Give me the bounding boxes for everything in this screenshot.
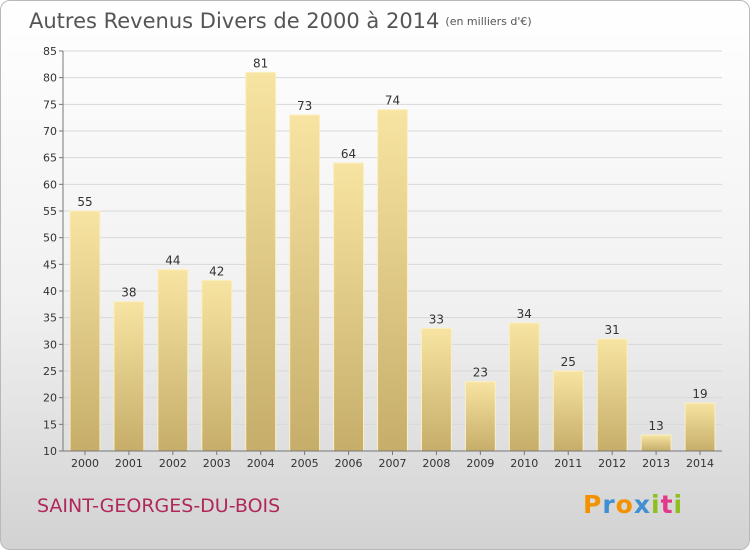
chart-title: Autres Revenus Divers de 2000 à 2014 (en …: [29, 9, 532, 33]
data-label-2012: 31: [605, 323, 620, 337]
y-tick-label: 65: [43, 152, 57, 165]
data-label-2001: 38: [121, 286, 136, 300]
bar-2001: [113, 301, 145, 452]
x-tick-label-2013: 2013: [642, 457, 670, 470]
y-tick-label: 55: [43, 205, 57, 218]
y-tick-label: 20: [43, 392, 57, 405]
x-tick-label-2007: 2007: [379, 457, 407, 470]
brand-letter: x: [633, 490, 651, 519]
brand-letter: i: [651, 490, 661, 519]
data-label-2000: 55: [77, 195, 92, 209]
y-tick-label: 45: [43, 258, 57, 271]
x-tick-label-2004: 2004: [247, 457, 275, 470]
labels: 10 15 20 25 30 35 40 45 50 55 60 65 70 75 80 85 55 2000 38…: [43, 45, 714, 470]
brand-letter: P: [583, 490, 603, 519]
data-label-2005: 73: [297, 99, 312, 113]
data-label-2003: 42: [209, 264, 224, 278]
bar-2010: [508, 322, 540, 452]
x-tick-label-2014: 2014: [686, 457, 714, 470]
x-tick-label-2011: 2011: [554, 457, 582, 470]
bar-2013: [640, 434, 672, 452]
data-label-2004: 81: [253, 56, 268, 70]
bar-2004: [245, 71, 277, 452]
data-label-2002: 44: [165, 254, 180, 268]
x-tick-label-2012: 2012: [598, 457, 626, 470]
data-label-2014: 19: [692, 387, 707, 401]
y-tick-label: 70: [43, 125, 57, 138]
bar-2006: [333, 162, 365, 452]
bar-2007: [377, 109, 408, 452]
y-tick-label: 75: [43, 98, 57, 111]
x-tick-label-2002: 2002: [159, 457, 187, 470]
data-label-2013: 13: [648, 419, 663, 433]
bar-2011: [552, 370, 584, 452]
y-tick-label: 15: [43, 418, 57, 431]
data-label-2006: 64: [341, 147, 356, 161]
bar-2005: [289, 114, 321, 452]
data-label-2011: 25: [561, 355, 576, 369]
y-tick-label: 60: [43, 178, 57, 191]
x-tick-label-2010: 2010: [510, 457, 538, 470]
y-tick-label: 30: [43, 338, 57, 351]
bar-2002: [157, 269, 189, 452]
y-tick-label: 85: [43, 45, 57, 58]
data-label-2010: 34: [517, 307, 532, 321]
data-label-2009: 23: [473, 366, 488, 380]
location-name: SAINT-GEORGES-DU-BOIS: [37, 495, 281, 517]
brand-letter: r: [602, 490, 616, 519]
bar-2008: [420, 327, 452, 452]
brand-letter: o: [615, 490, 634, 519]
x-tick-label-2003: 2003: [203, 457, 231, 470]
brand-logo: Proxiti: [583, 490, 683, 519]
bar-2003: [201, 279, 233, 452]
axes: [59, 50, 722, 455]
data-label-2008: 33: [429, 312, 444, 326]
x-tick-label-2001: 2001: [115, 457, 143, 470]
x-tick-label-2009: 2009: [466, 457, 494, 470]
x-tick-label-2005: 2005: [291, 457, 319, 470]
bar-2000: [69, 210, 101, 452]
y-tick-label: 10: [43, 445, 57, 458]
chart-title-text: Autres Revenus Divers de 2000 à 2014: [29, 9, 440, 33]
x-tick-label-2000: 2000: [71, 457, 99, 470]
x-tick-label-2006: 2006: [335, 457, 363, 470]
y-tick-label: 25: [43, 365, 57, 378]
bars: [69, 71, 716, 452]
y-tick-label: 80: [43, 72, 57, 85]
y-tick-label: 50: [43, 232, 57, 245]
brand-letter: i: [673, 490, 684, 519]
x-tick-label-2008: 2008: [422, 457, 450, 470]
bar-2009: [464, 381, 496, 452]
brand-letter: t: [660, 490, 674, 519]
chart-subtitle: (en milliers d'€): [445, 15, 532, 28]
y-tick-label: 40: [43, 285, 57, 298]
data-label-2007: 74: [385, 94, 400, 108]
y-tick-label: 35: [43, 312, 57, 325]
bar-2012: [596, 338, 628, 452]
bar-2014: [684, 402, 716, 452]
